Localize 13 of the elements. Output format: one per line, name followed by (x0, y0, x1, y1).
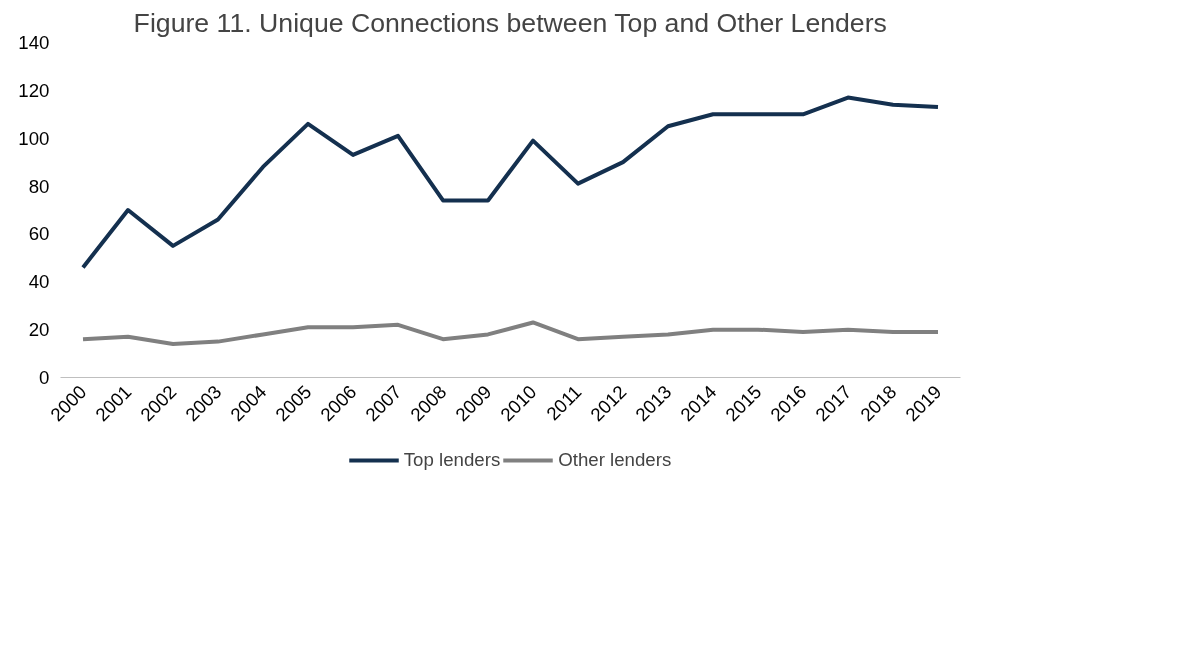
y-tick-label: 140 (18, 32, 50, 53)
chart-title: Figure 11. Unique Connections between Top and Other Lenders (133, 7, 887, 38)
legend-label: Other lenders (558, 449, 672, 471)
y-tick-label: 0 (39, 367, 50, 388)
y-tick-label: 80 (28, 175, 50, 197)
y-tick-label: 120 (18, 79, 50, 101)
line-series (81, 95, 940, 270)
line-series (81, 320, 940, 346)
y-tick-label: 100 (18, 127, 50, 149)
y-tick-label: 60 (28, 223, 50, 245)
legend-label: Top lenders (403, 449, 501, 471)
y-tick-label: 40 (28, 271, 50, 293)
y-tick-label: 20 (28, 319, 50, 341)
